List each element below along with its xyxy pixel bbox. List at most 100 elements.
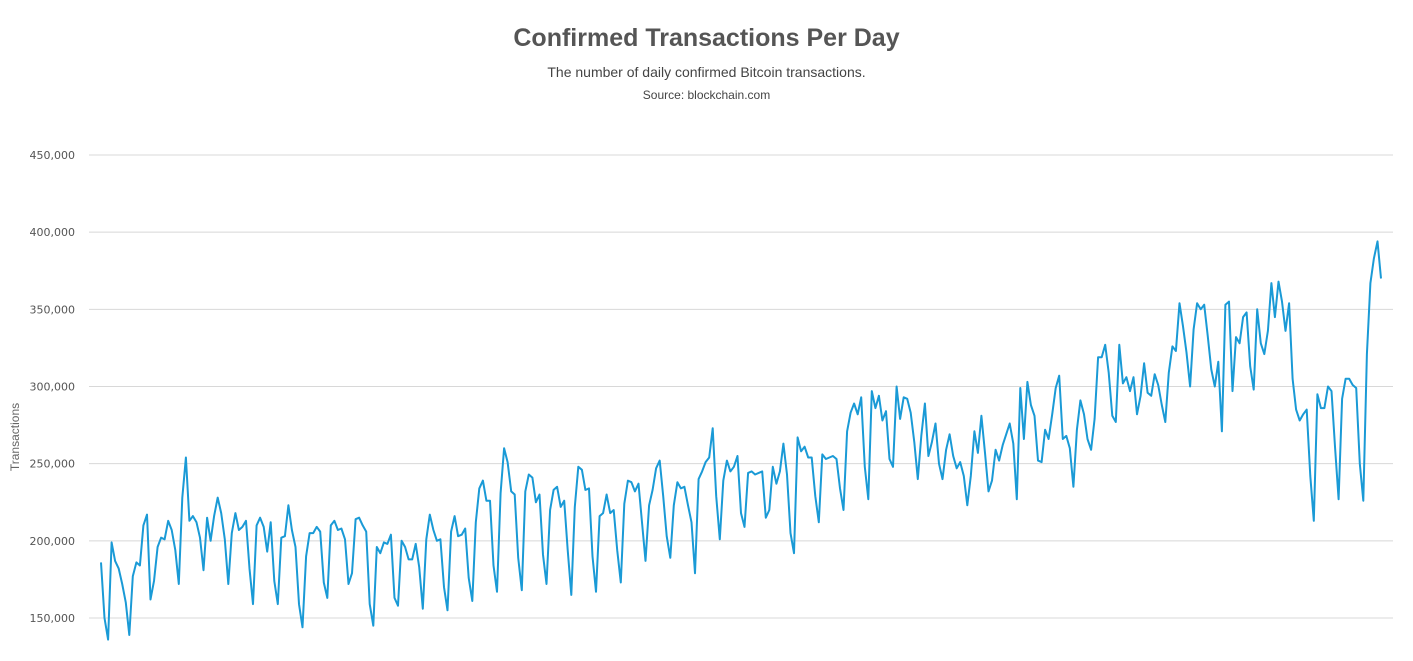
data-point[interactable] bbox=[1195, 301, 1199, 305]
data-point[interactable] bbox=[403, 545, 407, 549]
data-point[interactable] bbox=[347, 582, 351, 586]
data-point[interactable] bbox=[721, 479, 725, 483]
data-point[interactable] bbox=[690, 520, 694, 524]
data-point[interactable] bbox=[1347, 377, 1351, 381]
data-point[interactable] bbox=[679, 486, 683, 490]
data-point[interactable] bbox=[1156, 383, 1160, 387]
data-point[interactable] bbox=[842, 508, 846, 512]
data-point[interactable] bbox=[665, 534, 669, 538]
data-point[interactable] bbox=[1029, 403, 1033, 407]
data-point[interactable] bbox=[124, 601, 128, 605]
data-point[interactable] bbox=[789, 531, 793, 535]
data-point[interactable] bbox=[339, 527, 343, 531]
data-point[interactable] bbox=[919, 434, 923, 438]
data-point[interactable] bbox=[1100, 355, 1104, 359]
data-point[interactable] bbox=[545, 582, 549, 586]
data-point[interactable] bbox=[361, 523, 365, 527]
data-point[interactable] bbox=[163, 537, 167, 541]
data-point[interactable] bbox=[1252, 388, 1256, 392]
data-point[interactable] bbox=[1075, 428, 1079, 432]
data-point[interactable] bbox=[1202, 303, 1206, 307]
data-point[interactable] bbox=[191, 514, 195, 518]
data-point[interactable] bbox=[1223, 303, 1227, 307]
data-point[interactable] bbox=[1333, 445, 1337, 449]
data-point[interactable] bbox=[1294, 408, 1298, 412]
data-point[interactable] bbox=[1312, 519, 1316, 523]
data-point[interactable] bbox=[707, 456, 711, 460]
data-point[interactable] bbox=[202, 568, 206, 572]
data-point[interactable] bbox=[1344, 377, 1348, 381]
data-point[interactable] bbox=[354, 517, 358, 521]
data-point[interactable] bbox=[1096, 355, 1100, 359]
data-point[interactable] bbox=[608, 511, 612, 515]
data-point[interactable] bbox=[1089, 448, 1093, 452]
data-point[interactable] bbox=[1337, 497, 1341, 501]
data-point[interactable] bbox=[778, 469, 782, 473]
data-point[interactable] bbox=[1241, 315, 1245, 319]
data-point[interactable] bbox=[343, 537, 347, 541]
data-point[interactable] bbox=[612, 508, 616, 512]
data-point[interactable] bbox=[718, 537, 722, 541]
data-point[interactable] bbox=[813, 494, 817, 498]
data-point[interactable] bbox=[633, 489, 637, 493]
data-point[interactable] bbox=[414, 542, 418, 546]
data-point[interactable] bbox=[583, 488, 587, 492]
data-point[interactable] bbox=[859, 395, 863, 399]
data-point[interactable] bbox=[134, 560, 138, 564]
data-point[interactable] bbox=[251, 602, 255, 606]
data-point[interactable] bbox=[785, 473, 789, 477]
data-point[interactable] bbox=[672, 503, 676, 507]
data-point[interactable] bbox=[527, 473, 531, 477]
data-point[interactable] bbox=[849, 411, 853, 415]
data-point[interactable] bbox=[1033, 414, 1037, 418]
data-point[interactable] bbox=[1192, 327, 1196, 331]
data-point[interactable] bbox=[407, 557, 411, 561]
data-point[interactable] bbox=[1117, 343, 1121, 347]
data-point[interactable] bbox=[226, 582, 230, 586]
data-point[interactable] bbox=[1255, 307, 1259, 311]
data-point[interactable] bbox=[930, 440, 934, 444]
data-point[interactable] bbox=[463, 527, 467, 531]
data-point[interactable] bbox=[1082, 412, 1086, 416]
data-point[interactable] bbox=[541, 553, 545, 557]
data-point[interactable] bbox=[757, 471, 761, 475]
data-point[interactable] bbox=[1234, 335, 1238, 339]
data-point[interactable] bbox=[668, 556, 672, 560]
data-point[interactable] bbox=[1199, 307, 1203, 311]
data-point[interactable] bbox=[799, 449, 803, 453]
data-point[interactable] bbox=[534, 500, 538, 504]
data-point[interactable] bbox=[1209, 368, 1213, 372]
data-point[interactable] bbox=[880, 419, 884, 423]
data-point[interactable] bbox=[467, 576, 471, 580]
data-point[interactable] bbox=[1174, 349, 1178, 353]
data-point[interactable] bbox=[304, 554, 308, 558]
data-point[interactable] bbox=[686, 503, 690, 507]
data-point[interactable] bbox=[1146, 391, 1150, 395]
data-point[interactable] bbox=[725, 459, 729, 463]
data-point[interactable] bbox=[421, 607, 425, 611]
data-point[interactable] bbox=[866, 497, 870, 501]
data-point[interactable] bbox=[378, 551, 382, 555]
data-point[interactable] bbox=[877, 394, 881, 398]
data-point[interactable] bbox=[301, 625, 305, 629]
data-point[interactable] bbox=[615, 548, 619, 552]
data-point[interactable] bbox=[283, 534, 287, 538]
data-point[interactable] bbox=[810, 456, 814, 460]
data-point[interactable] bbox=[488, 499, 492, 503]
data-point[interactable] bbox=[1259, 341, 1263, 345]
data-point[interactable] bbox=[117, 567, 121, 571]
data-point[interactable] bbox=[272, 579, 276, 583]
data-point[interactable] bbox=[460, 533, 464, 537]
data-point[interactable] bbox=[1220, 429, 1224, 433]
data-point[interactable] bbox=[1315, 392, 1319, 396]
data-point[interactable] bbox=[1262, 352, 1266, 356]
data-point[interactable] bbox=[350, 571, 354, 575]
data-point[interactable] bbox=[389, 533, 393, 537]
data-point[interactable] bbox=[329, 523, 333, 527]
data-point[interactable] bbox=[385, 542, 389, 546]
data-point[interactable] bbox=[149, 598, 153, 602]
data-point[interactable] bbox=[587, 486, 591, 490]
data-point[interactable] bbox=[1280, 300, 1284, 304]
data-point[interactable] bbox=[661, 494, 665, 498]
data-point[interactable] bbox=[626, 479, 630, 483]
